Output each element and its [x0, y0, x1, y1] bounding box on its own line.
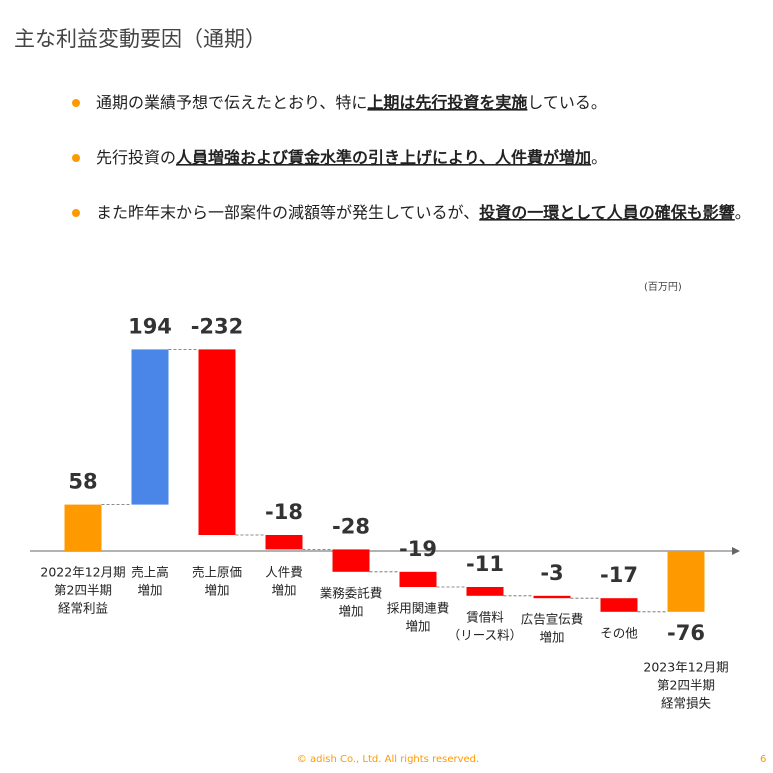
category-label: 採用関連費 — [387, 601, 450, 616]
value-label: -3 — [540, 561, 563, 585]
bar — [667, 551, 705, 612]
value-label: 194 — [128, 314, 172, 338]
bullet-segment: 投資の一環として人員の確保も影響 — [479, 203, 735, 222]
category-label: 2023年12月期 — [643, 659, 728, 674]
bar — [466, 587, 504, 596]
category-label: 経常利益 — [58, 601, 108, 616]
bullet-text: 通期の業績予想で伝えたとおり、特に上期は先行投資を実施している。 — [96, 93, 607, 112]
category-label: その他 — [600, 625, 638, 640]
bullet-dot — [72, 209, 80, 217]
unit-label: (百万円) — [644, 281, 682, 293]
bar — [399, 571, 437, 587]
bullet-text: また昨年末から一部案件の減額等が発生しているが、投資の一環として人員の確保も影響… — [96, 203, 751, 222]
category-label: 第2四半期 — [54, 583, 112, 598]
value-label: -232 — [191, 314, 244, 338]
category-label: 増加 — [271, 583, 296, 598]
bar — [265, 535, 303, 550]
bullet-dot — [72, 154, 80, 162]
bullet-segment: また昨年末から一部案件の減額等が発生しているが、 — [96, 203, 479, 222]
category-label: 売上原価 — [192, 565, 242, 580]
page-number: 6 — [760, 754, 766, 765]
bar — [198, 349, 236, 535]
bar — [533, 595, 571, 599]
bullet-segment: 先行投資の — [96, 148, 176, 167]
bar — [64, 504, 102, 551]
bullet-segment: 。 — [735, 203, 751, 222]
value-label: -17 — [600, 563, 638, 587]
category-label: 広告宣伝費 — [521, 612, 584, 627]
category-label: 売上高 — [131, 565, 169, 580]
bullet-text: 先行投資の人員増強および賃金水準の引き上げにより、人件費が増加。 — [96, 148, 607, 167]
category-label: 増加 — [137, 583, 162, 598]
bullet-dot — [72, 99, 80, 107]
axis-arrow — [732, 547, 740, 555]
value-label: -18 — [265, 500, 303, 524]
category-label: 増加 — [338, 603, 363, 618]
category-label: 増加 — [539, 630, 564, 645]
bullet-segment: 上期は先行投資を実施 — [367, 93, 527, 112]
category-label: 増加 — [204, 583, 229, 598]
category-label: 人件費 — [265, 565, 303, 580]
bar — [332, 549, 370, 572]
category-label: 経常損失 — [661, 695, 712, 710]
category-label: 第2四半期 — [657, 677, 715, 692]
bar — [131, 349, 169, 505]
bullet-segment: 通期の業績予想で伝えたとおり、特に — [96, 93, 367, 112]
slide-title: 主な利益変動要因（通期） — [14, 27, 266, 51]
bullet-segment: している。 — [527, 93, 607, 112]
bullet-segment: 。 — [591, 148, 607, 167]
value-label: -76 — [667, 621, 705, 645]
category-label: 業務委託費 — [320, 585, 383, 600]
category-label: 2022年12月期 — [40, 565, 125, 580]
value-label: -19 — [399, 537, 437, 561]
category-label: 賃借料 — [466, 609, 504, 624]
bar — [600, 598, 638, 612]
category-label: 増加 — [405, 619, 430, 634]
value-label: 58 — [68, 470, 97, 494]
copyright: © adish Co., Ltd. All rights reserved. — [297, 754, 479, 765]
bullet-segment: 人員増強および賃金水準の引き上げにより、人件費が増加 — [176, 148, 591, 167]
value-label: -28 — [332, 514, 370, 538]
value-label: -11 — [466, 552, 504, 576]
category-label: （リース料） — [448, 627, 522, 642]
